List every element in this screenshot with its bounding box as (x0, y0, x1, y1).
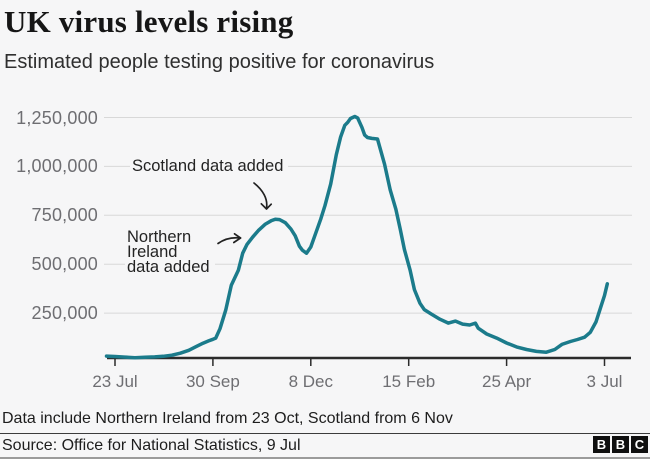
data-series-line (104, 114, 610, 360)
annotation-arrow-scotland (253, 182, 268, 209)
bbc-logo: B B C (593, 436, 648, 453)
data-footnote: Data include Northern Ireland from 23 Oc… (2, 410, 453, 427)
page-title: UK virus levels rising (4, 4, 294, 39)
x-tick-label: 30 Sep (185, 372, 240, 391)
bbc-logo-letter: C (631, 436, 648, 453)
x-tick-label: 3 Jul (586, 372, 623, 391)
bottom-border (0, 457, 650, 459)
y-tick-label: 250,000 (31, 303, 98, 324)
bbc-logo-letter: B (593, 436, 610, 453)
annotation-northern-ireland-data-added: Northern Ireland data added (125, 229, 215, 276)
annotation-arrow-northern-ireland-head (232, 232, 242, 244)
annotation-arrow-northern-ireland (217, 236, 242, 245)
annotation-line: Ireland (127, 243, 178, 261)
y-tick-label: 750,000 (31, 205, 98, 226)
annotation-line: Northern (127, 228, 192, 246)
x-tick-label: 15 Feb (382, 372, 436, 391)
source-credit: Source: Office for National Statistics, … (2, 437, 301, 454)
chart-subtitle: Estimated people testing positive for co… (4, 51, 435, 73)
annotation-arrow-scotland-head (260, 202, 273, 210)
y-tick-label: 500,000 (31, 254, 98, 275)
annotation-scotland-data-added: Scotland data added (130, 156, 289, 177)
x-tick-label: 25 Apr (482, 372, 532, 391)
footer-divider (0, 433, 650, 434)
x-tick-label: 8 Dec (288, 372, 333, 391)
bbc-logo-letter: B (612, 436, 629, 453)
annotation-line: data added (127, 258, 210, 276)
y-tick-label: 1,000,000 (16, 156, 98, 177)
y-tick-label: 1,250,000 (16, 107, 98, 128)
x-tick-label: 23 Jul (92, 372, 138, 391)
